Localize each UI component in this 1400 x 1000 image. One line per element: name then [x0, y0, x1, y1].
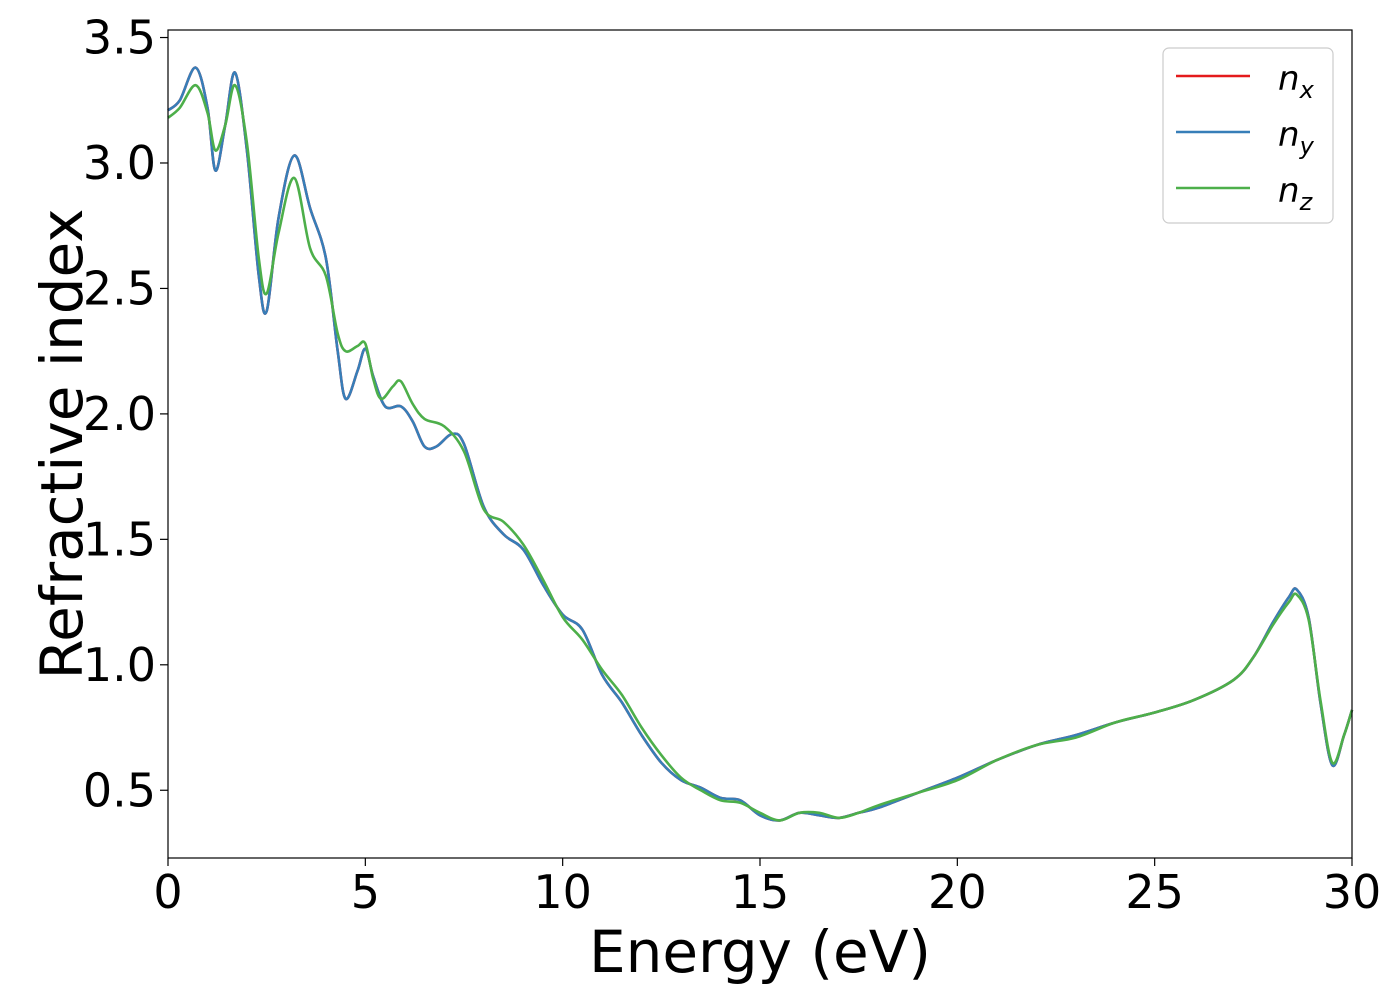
- legend-label-y: ny: [1278, 115, 1315, 160]
- legend: nx ny nz: [1162, 47, 1334, 224]
- x-tick-label: 15: [731, 865, 790, 919]
- legend-label-z: nz: [1278, 171, 1314, 216]
- x-tick-label: 10: [533, 865, 592, 919]
- x-axis-ticks: 0 5 10 15 20 25 30: [153, 858, 1381, 919]
- y-tick-label: 1.0: [83, 638, 156, 692]
- x-tick-label: 0: [153, 865, 182, 919]
- x-tick-label: 5: [351, 865, 380, 919]
- y-tick-label: 2.0: [83, 387, 156, 441]
- y-tick-label: 0.5: [83, 763, 156, 817]
- legend-box: [1162, 47, 1334, 224]
- y-tick-label: 1.5: [83, 512, 156, 566]
- x-tick-label: 30: [1323, 865, 1382, 919]
- y-axis-title: Refractive index: [28, 208, 96, 679]
- y-axis-ticks: 0.5 1.0 1.5 2.0 2.5 3.0 3.5: [83, 11, 168, 817]
- legend-label-x: nx: [1278, 59, 1315, 104]
- plot-lines: [167, 66, 1354, 822]
- y-tick-label: 2.5: [83, 261, 156, 315]
- x-tick-label: 20: [928, 865, 987, 919]
- series-line-z: [167, 83, 1354, 822]
- y-tick-label: 3.0: [83, 136, 156, 190]
- y-tick-label: 3.5: [83, 11, 156, 65]
- x-axis-title: Energy (eV): [589, 918, 931, 986]
- x-tick-label: 25: [1125, 865, 1184, 919]
